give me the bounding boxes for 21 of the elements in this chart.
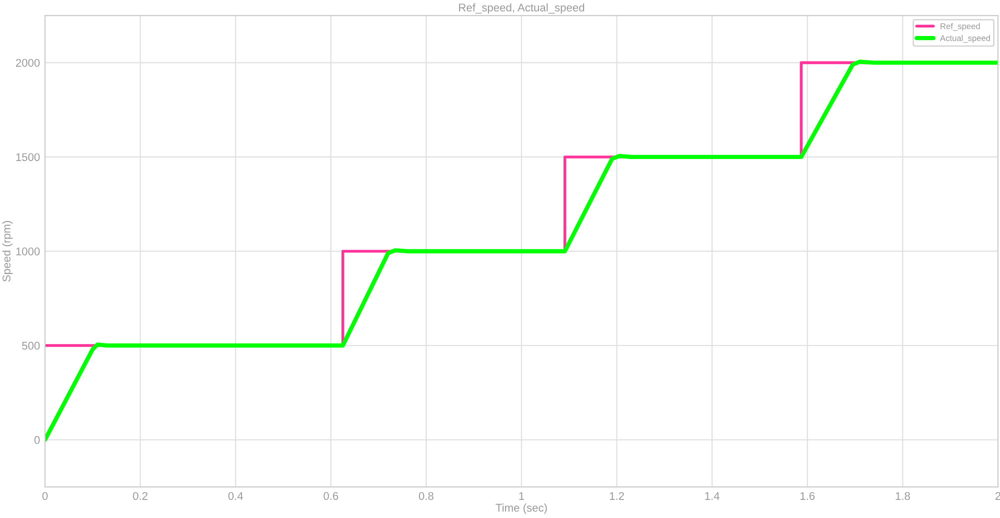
x-tick-label: 1	[519, 492, 524, 500]
y-tick-label: 2000	[16, 58, 40, 67]
x-tick-label: 0.2	[133, 492, 148, 500]
legend-label: Ref_speed	[940, 23, 980, 31]
x-tick-label: 0.6	[324, 492, 338, 500]
y-tick-label: 500	[22, 342, 40, 350]
x-tick-label: 1.6	[800, 492, 815, 500]
legend-label: Actual_speed	[940, 34, 990, 43]
x-tick-label: 0.4	[228, 492, 243, 500]
y-axis-title: Speed (rpm)	[2, 221, 13, 282]
y-tick-label: 1500	[16, 153, 40, 162]
x-tick-label: 0	[42, 492, 48, 500]
chart-title: Ref_speed, Actual_speed	[459, 3, 584, 14]
x-tick-label: 1.4	[705, 492, 720, 500]
y-tick-label: 1000	[16, 247, 40, 256]
x-tick-label: 0.8	[418, 492, 434, 500]
x-tick-label: 1.2	[610, 492, 624, 500]
x-tick-label: 1.8	[896, 492, 910, 500]
x-axis-title: Time (sec)	[496, 504, 547, 514]
line-series	[45, 60, 998, 442]
y-tick-label: 0	[34, 436, 40, 444]
